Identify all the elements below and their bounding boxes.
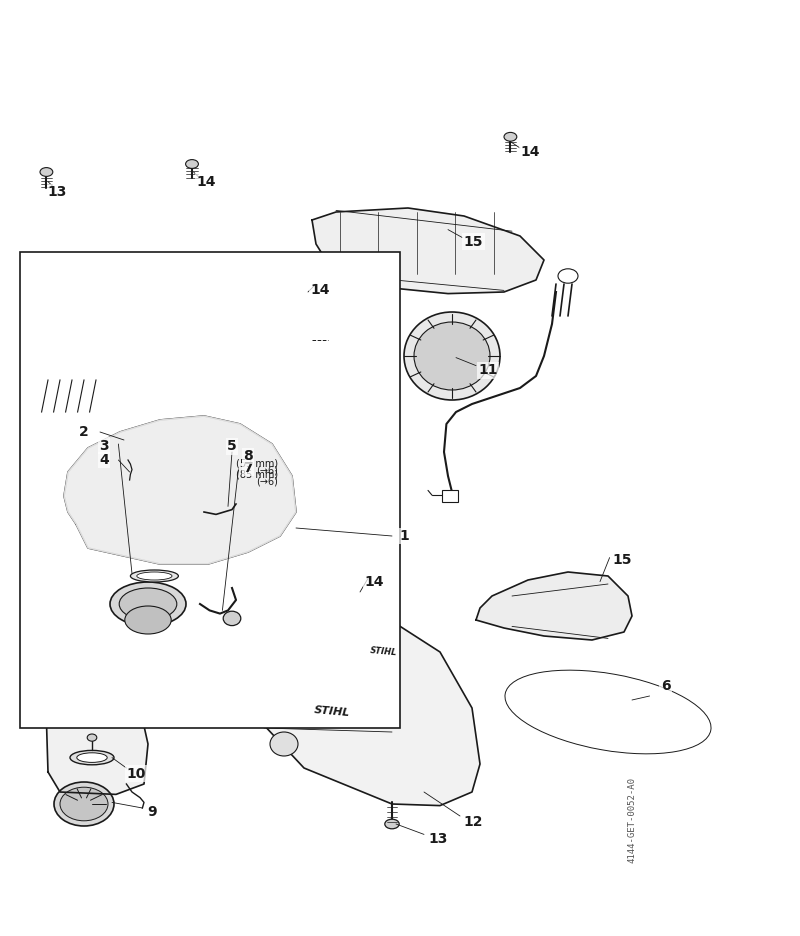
Text: (53 mm): (53 mm) (236, 459, 278, 468)
Text: 13: 13 (48, 185, 67, 199)
Polygon shape (218, 596, 480, 806)
Text: (→6): (→6) (256, 476, 278, 487)
Text: 3: 3 (99, 439, 109, 453)
Text: 14: 14 (197, 175, 216, 188)
Ellipse shape (130, 570, 178, 582)
Bar (20, 252, 400, 728)
Text: (85 mm): (85 mm) (236, 469, 278, 479)
Text: 12: 12 (464, 814, 483, 828)
Ellipse shape (505, 670, 711, 753)
Ellipse shape (70, 751, 114, 765)
Ellipse shape (504, 132, 517, 141)
Bar (442, 490, 458, 502)
Text: STIHL: STIHL (314, 706, 350, 719)
Text: 10: 10 (126, 767, 146, 781)
Ellipse shape (54, 782, 114, 826)
Ellipse shape (414, 322, 490, 390)
Ellipse shape (87, 734, 97, 741)
Text: 5: 5 (227, 439, 237, 453)
Text: 8: 8 (243, 449, 253, 463)
Ellipse shape (137, 572, 172, 580)
Text: 6: 6 (661, 679, 670, 693)
Text: 4: 4 (99, 453, 109, 467)
Ellipse shape (40, 168, 53, 176)
Text: 4144-GET-0052-A0: 4144-GET-0052-A0 (627, 777, 637, 863)
Polygon shape (476, 572, 632, 640)
Text: 14: 14 (310, 284, 330, 298)
Polygon shape (64, 416, 296, 564)
Ellipse shape (223, 611, 241, 625)
Ellipse shape (551, 689, 665, 735)
Ellipse shape (404, 312, 500, 400)
Ellipse shape (125, 606, 171, 634)
Text: 7: 7 (243, 461, 253, 475)
Ellipse shape (186, 160, 198, 168)
Text: 11: 11 (478, 363, 498, 377)
Ellipse shape (110, 582, 186, 626)
Polygon shape (46, 696, 148, 795)
Text: 15: 15 (613, 553, 632, 567)
Ellipse shape (558, 269, 578, 284)
Ellipse shape (385, 819, 399, 828)
Ellipse shape (566, 695, 650, 729)
Text: 14: 14 (521, 145, 540, 159)
Ellipse shape (77, 753, 107, 763)
Polygon shape (312, 208, 544, 294)
Text: 15: 15 (464, 235, 483, 249)
Ellipse shape (536, 682, 680, 741)
Ellipse shape (520, 677, 696, 748)
Text: (→6): (→6) (256, 465, 278, 475)
Text: 9: 9 (147, 805, 157, 819)
Ellipse shape (60, 787, 108, 821)
Text: 1: 1 (399, 529, 409, 543)
Text: 2: 2 (79, 425, 89, 439)
Ellipse shape (270, 732, 298, 756)
Ellipse shape (119, 588, 177, 620)
Text: 13: 13 (429, 832, 448, 846)
Text: STIHL: STIHL (370, 647, 398, 658)
Ellipse shape (354, 586, 366, 593)
Text: 14: 14 (365, 575, 384, 589)
